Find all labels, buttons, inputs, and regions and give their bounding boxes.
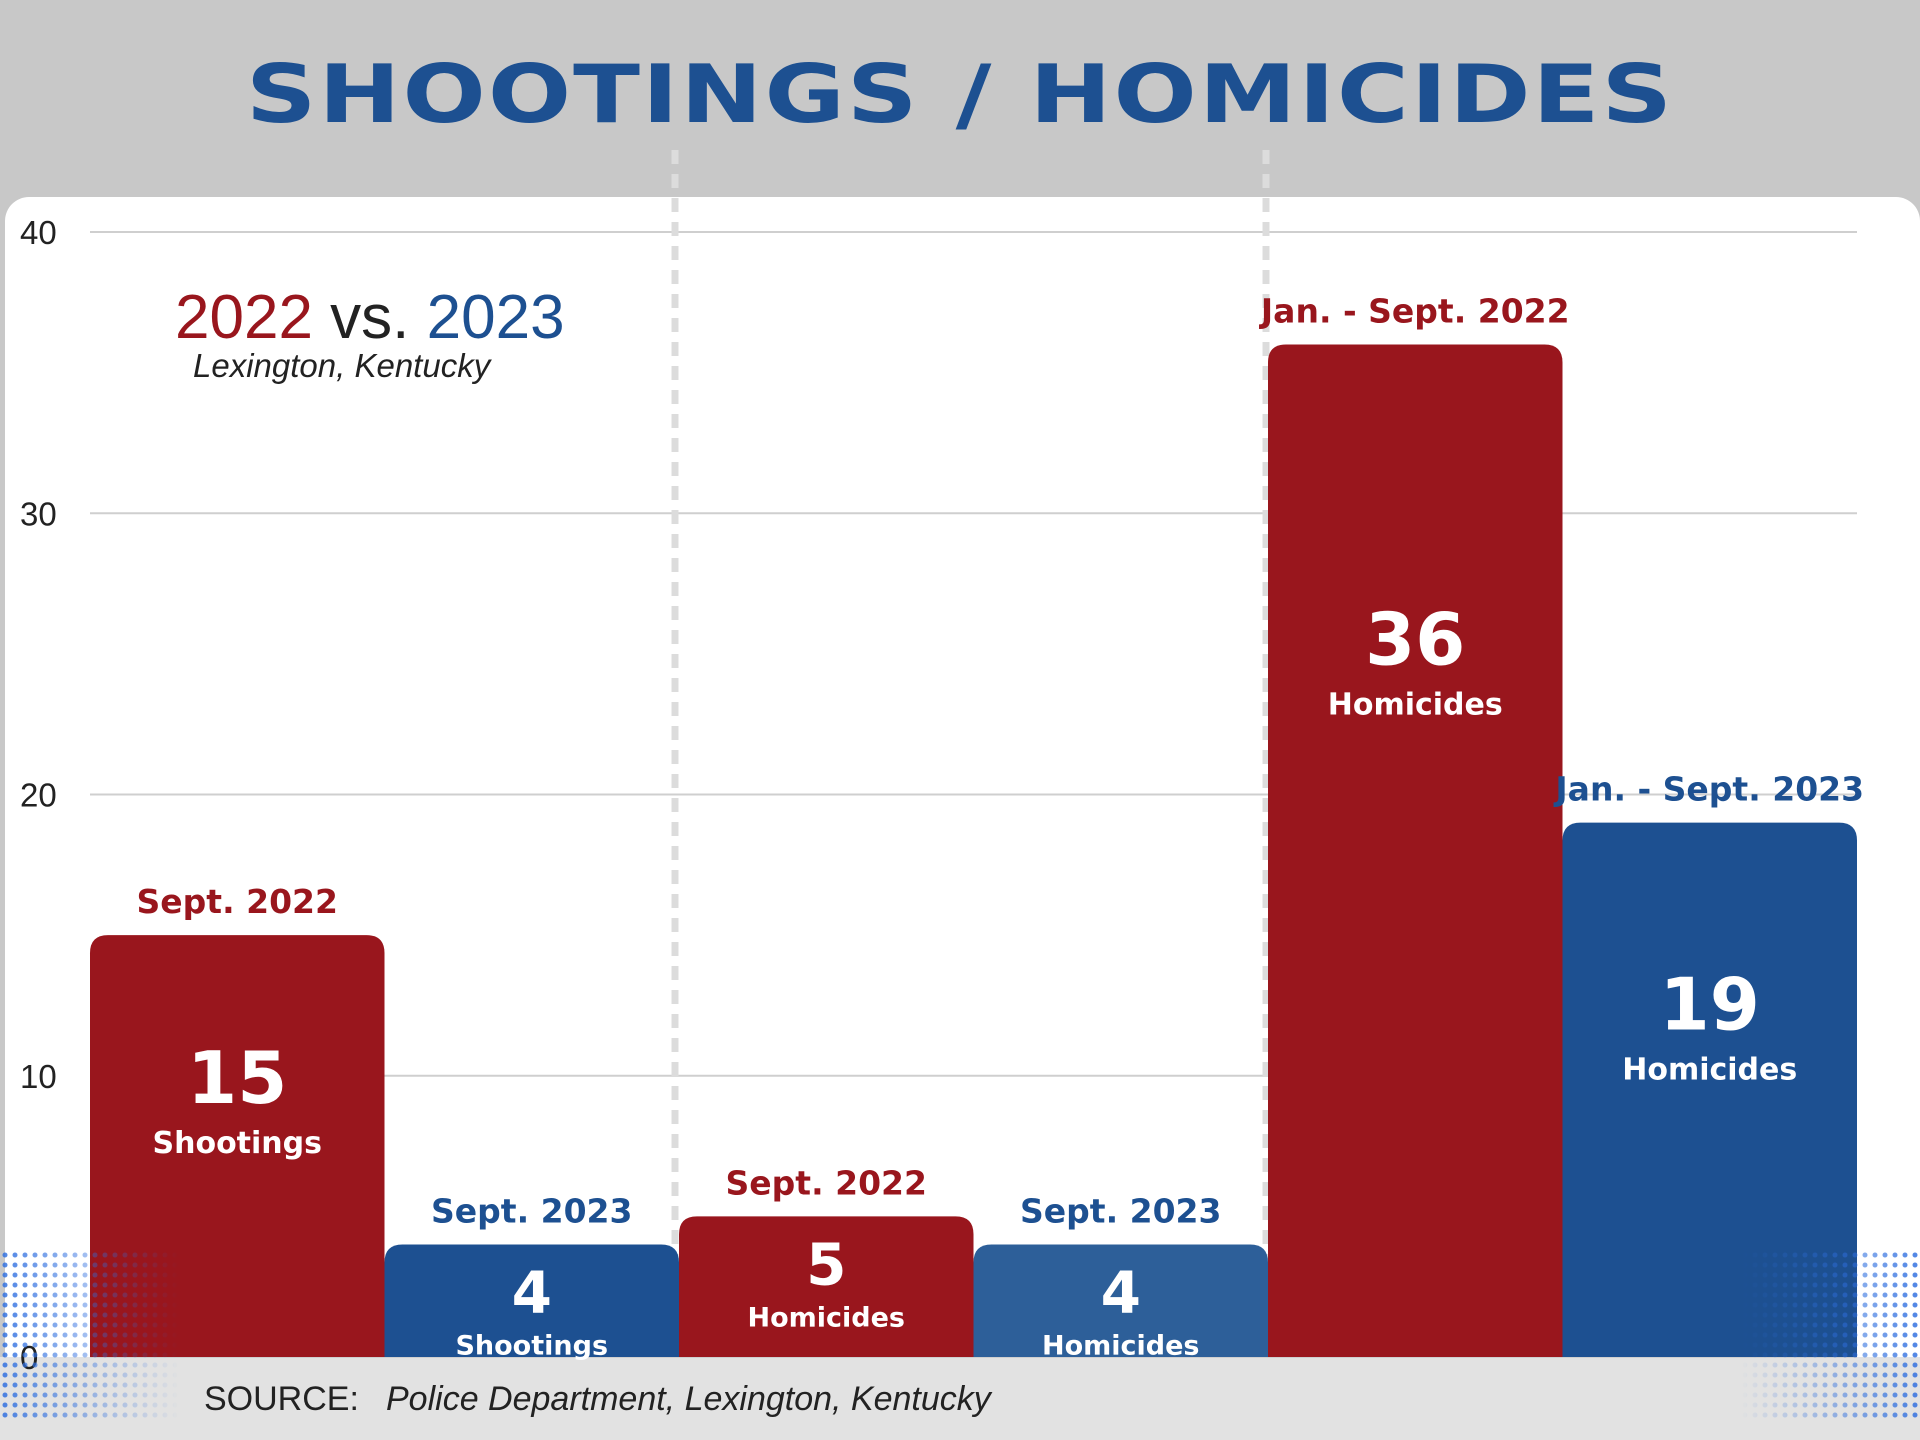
bar-category-label: Homicides: [747, 1302, 905, 1333]
bar-period-label: Jan. - Sept. 2023: [1553, 770, 1864, 809]
bar-category-label: Homicides: [1328, 688, 1503, 723]
bar-period-label: Sept. 2022: [726, 1163, 927, 1202]
bar-value-label: 19: [1660, 963, 1760, 1047]
y-tick-label: 20: [20, 777, 57, 814]
bar-homicides-2022: [679, 1216, 974, 1357]
decorative-dots-right: [1720, 1250, 1920, 1420]
bar-period-label: Sept. 2022: [137, 882, 338, 921]
bar-period-label: Sept. 2023: [431, 1192, 632, 1231]
legend-year-2022: 2022: [175, 283, 313, 352]
legend-location: Lexington, Kentucky: [193, 347, 491, 384]
chart-title: SHOOTINGS / HOMICIDES: [245, 48, 1675, 142]
y-tick-label: 10: [20, 1058, 57, 1095]
bar-category-label: Homicides: [1622, 1053, 1797, 1088]
bar-period-label: Jan. - Sept. 2022: [1259, 292, 1570, 331]
y-tick-label: 30: [20, 495, 57, 532]
bar-value-label: 36: [1365, 598, 1465, 682]
source-text: Police Department, Lexington, Kentucky: [386, 1380, 991, 1418]
legend-year-2023: 2023: [426, 283, 565, 352]
source-label: SOURCE:: [204, 1380, 359, 1418]
bar-homicides-2022: [1268, 344, 1563, 1357]
bar-period-label: Sept. 2023: [1020, 1192, 1221, 1231]
bar-category-label: Shootings: [153, 1126, 323, 1161]
bar-value-label: 15: [187, 1036, 287, 1120]
bar-value-label: 5: [806, 1230, 846, 1298]
footer: [0, 1357, 1920, 1440]
header: [0, 0, 1920, 200]
bar-category-label: Homicides: [1042, 1331, 1200, 1362]
legend-years: 2022 vs. 2023: [175, 282, 565, 353]
decorative-dots-left: [0, 1250, 200, 1420]
legend-vs: vs.: [330, 283, 410, 352]
bar-value-label: 4: [1101, 1259, 1141, 1327]
bar-value-label: 4: [512, 1259, 552, 1327]
bar-shootings-2023: [384, 1244, 679, 1357]
y-tick-label: 40: [20, 214, 57, 251]
bar-homicides-2023: [973, 1244, 1268, 1357]
bar-homicides-2023: [1562, 822, 1857, 1357]
bar-category-label: Shootings: [455, 1331, 608, 1362]
